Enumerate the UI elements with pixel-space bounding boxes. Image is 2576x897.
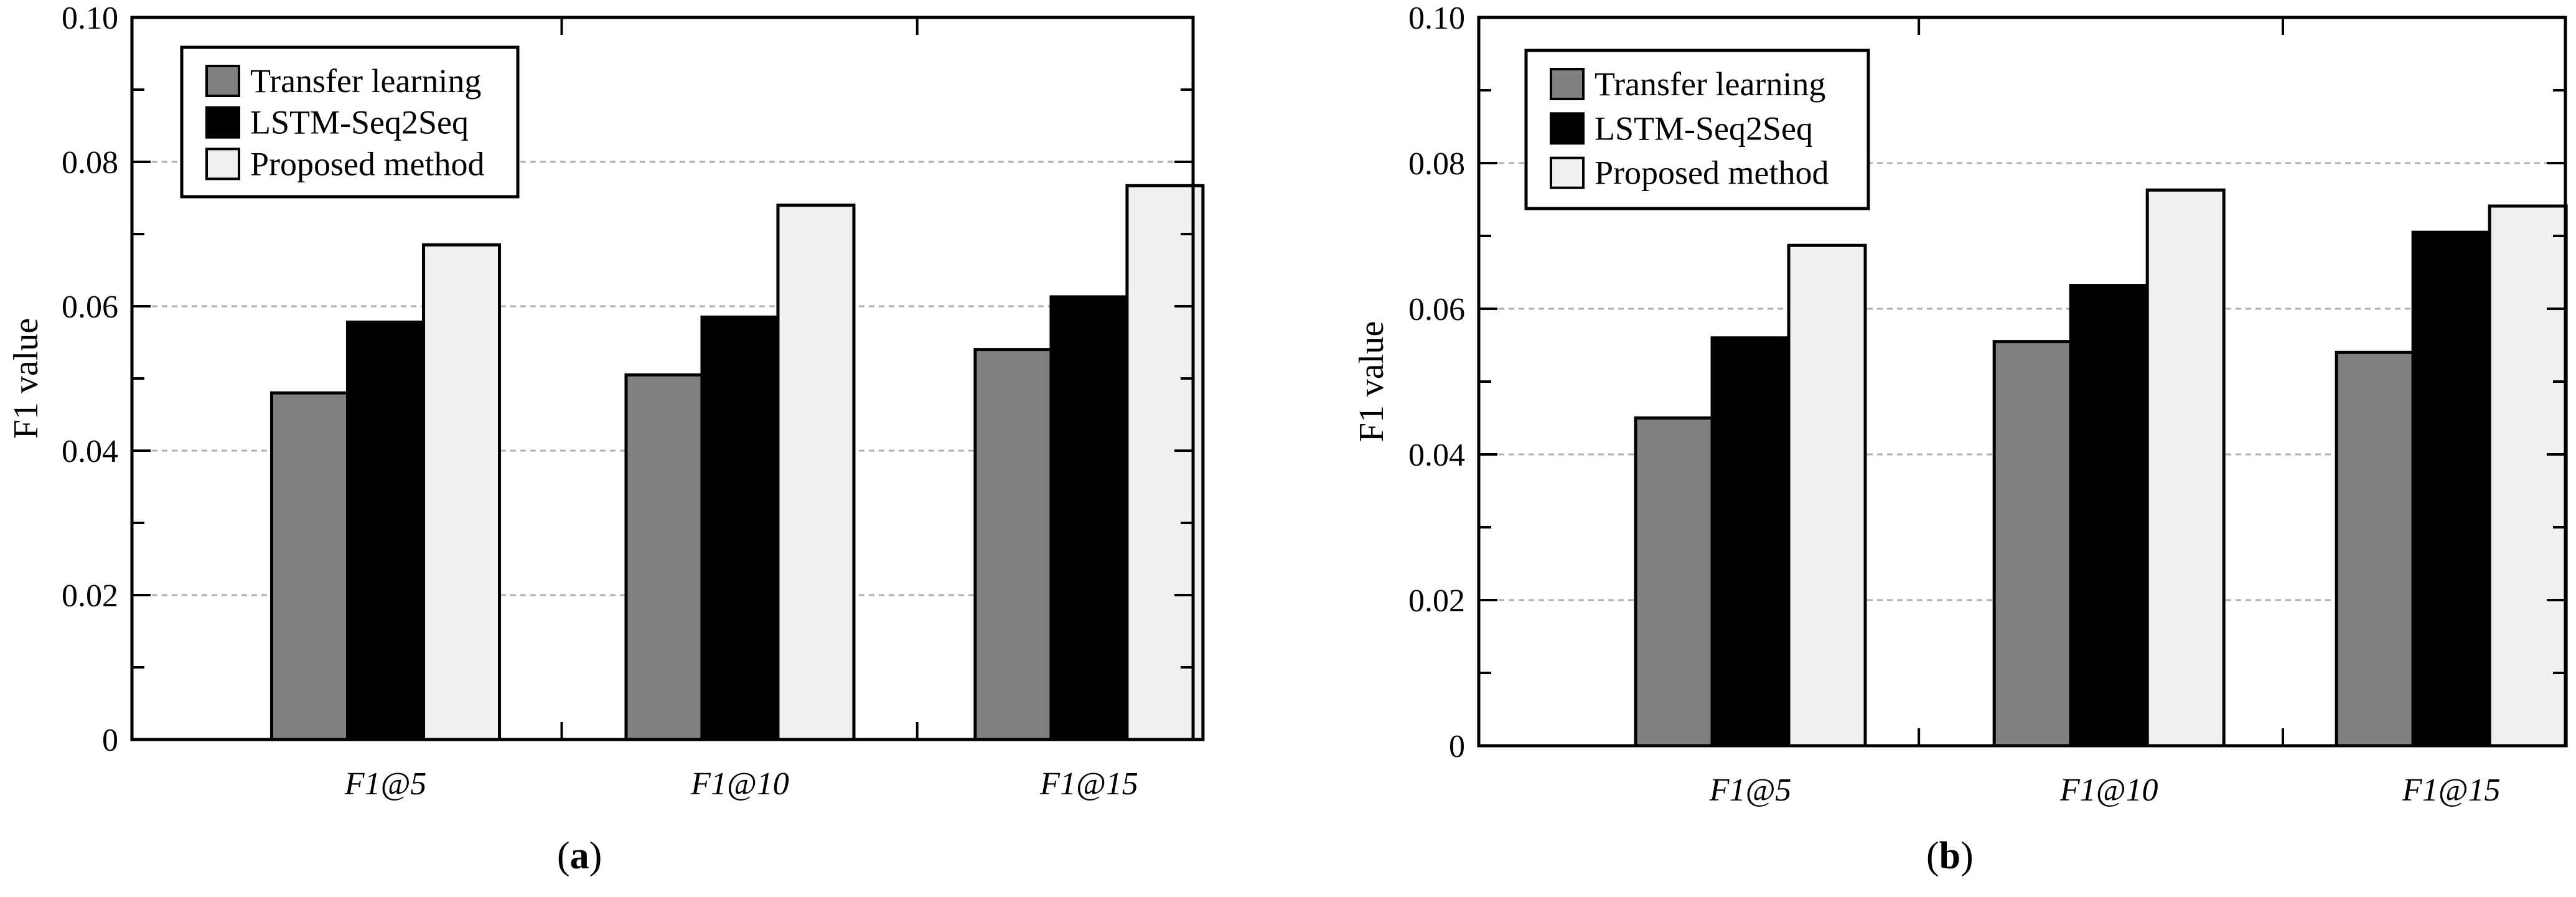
- legend: Transfer learning LSTM-Seq2Seq Proposed me…: [180, 45, 520, 199]
- legend-label: Transfer learning: [250, 62, 481, 100]
- bar-proposed-method: [2488, 204, 2568, 748]
- x-tick-label: F1@5: [1709, 773, 1792, 808]
- y-tick-label: 0.02: [62, 578, 118, 614]
- legend-label: Proposed method: [250, 145, 484, 182]
- legend-label: Transfer learning: [1595, 65, 1825, 103]
- bar-transfer-learning: [1634, 416, 1714, 748]
- bar-lstm-seq2seq: [2069, 284, 2149, 748]
- x-tick-label: F1@15: [2402, 773, 2501, 808]
- y-tick-label: 0.08: [1408, 146, 1465, 182]
- bar-lstm-seq2seq: [2411, 230, 2491, 748]
- panel-label-b: (b): [1926, 835, 1974, 877]
- y-tick-label: 0.08: [62, 145, 118, 181]
- y-tick-label: 0.06: [62, 289, 118, 325]
- bar-lstm-seq2seq: [1049, 295, 1129, 741]
- legend-swatch: [1550, 68, 1585, 100]
- bar-proposed-method: [2145, 188, 2226, 748]
- y-tick-label: 0.10: [62, 1, 118, 36]
- bar-proposed-method: [776, 204, 856, 741]
- x-tick-label: F1@15: [1039, 766, 1138, 802]
- bar-transfer-learning: [973, 348, 1053, 741]
- legend-label: Proposed method: [1595, 154, 1829, 192]
- legend-swatch: [1550, 156, 1585, 189]
- legend: Transfer learning LSTM-Seq2Seq Proposed me…: [1524, 49, 1870, 210]
- y-tick-label: 0: [1449, 729, 1465, 764]
- y-tick-label: 0.04: [62, 434, 118, 469]
- bar-proposed-method: [421, 243, 501, 741]
- bar-lstm-seq2seq: [700, 315, 780, 741]
- legend-label: LSTM-Seq2Seq: [1595, 110, 1813, 147]
- bar-transfer-learning: [2335, 350, 2415, 748]
- y-tick-label: 0.10: [1408, 1, 1465, 36]
- chart-panel-a: F1@5 F1@10 F1@15 0 0.02 0.04 0.06 0.08 0.10 F1 va…: [7, 1, 1205, 802]
- bar-lstm-seq2seq: [345, 321, 425, 741]
- y-axis-label: F1 value: [7, 318, 45, 439]
- y-tick-label: 0.04: [1408, 438, 1465, 473]
- y-axis-label: F1 value: [1352, 321, 1391, 442]
- y-tick-label: 0: [102, 723, 118, 758]
- legend-swatch: [1550, 112, 1585, 145]
- bar-lstm-seq2seq: [1710, 336, 1791, 748]
- y-tick-label: 0.06: [1408, 292, 1465, 327]
- legend-label: LSTM-Seq2Seq: [250, 104, 469, 141]
- bar-groups: [269, 184, 1205, 741]
- bar-groups: [1634, 188, 2568, 748]
- x-tick-label: F1@10: [690, 766, 789, 802]
- y-tick-label: 0.02: [1408, 583, 1465, 619]
- bar-transfer-learning: [269, 391, 349, 741]
- panel-label-a: (a): [557, 835, 602, 877]
- bar-proposed-method: [1787, 243, 1867, 748]
- bar-transfer-learning: [1992, 340, 2073, 748]
- legend-swatch: [205, 106, 240, 139]
- bar-transfer-learning: [624, 373, 704, 741]
- x-tick-label: F1@10: [2059, 773, 2158, 808]
- legend-swatch: [205, 148, 240, 181]
- chart-panel-b: F1@5 F1@10 F1@15 0 0.02 0.04 0.06 0.08 0.10 F1 va…: [1352, 1, 2568, 808]
- legend-swatch: [205, 65, 240, 97]
- x-tick-label: F1@5: [344, 766, 427, 802]
